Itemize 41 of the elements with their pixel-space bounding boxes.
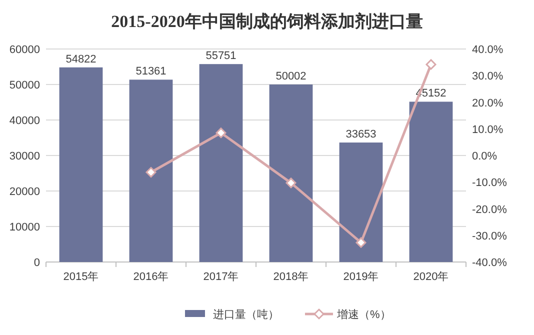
y2-tick-label: -20.0% [472,204,508,216]
x-tick-label: 2015年 [63,271,99,283]
y2-tick-label: 20.0% [472,97,504,110]
y-tick-label: 20000 [9,186,40,198]
y-tick-label: 10000 [9,222,40,234]
point [286,178,296,188]
point [426,59,436,70]
y2-tick-label: 10.0% [472,124,504,136]
point [146,167,156,178]
data-label: 33653 [346,128,376,141]
data-label: 54822 [66,53,96,66]
y2-tick-label: -10.0% [472,177,508,190]
x-tick-label: 2020年 [413,271,449,283]
x-tick-label: 2019年 [343,271,379,283]
bar [129,80,173,262]
y2-tick-label: -30.0% [472,230,508,242]
bar [269,84,313,262]
data-label: 50002 [276,70,306,82]
y-tick-label: 60000 [9,44,40,56]
x-tick-label: 2016年 [133,271,169,283]
y-tick-label: 0 [34,257,40,269]
x-tick-label: 2018年 [273,271,309,283]
x-tick-label: 2017年 [203,271,239,283]
bar [409,102,453,262]
legend-label: 进口量（吨） [213,308,279,321]
y-tick-label: 30000 [9,150,40,162]
y2-tick-label: 30.0% [472,70,504,83]
legend-label: 增速（%） [336,308,391,321]
data-label: 51361 [136,66,166,78]
y2-tick-label: 0.0% [472,150,498,162]
point [356,237,366,248]
point [216,128,226,138]
bar [339,142,383,262]
bar [199,64,243,262]
bar [59,67,103,262]
y-tick-label: 40000 [9,115,40,127]
chart-title: 2015-2020年中国制成的饲料添加剂进口量 [111,12,423,31]
y-tick-label: 50000 [9,80,40,92]
y2-tick-label: -40.0% [472,257,508,269]
data-label: 55751 [206,50,236,62]
y2-tick-label: 40.0% [472,44,504,56]
